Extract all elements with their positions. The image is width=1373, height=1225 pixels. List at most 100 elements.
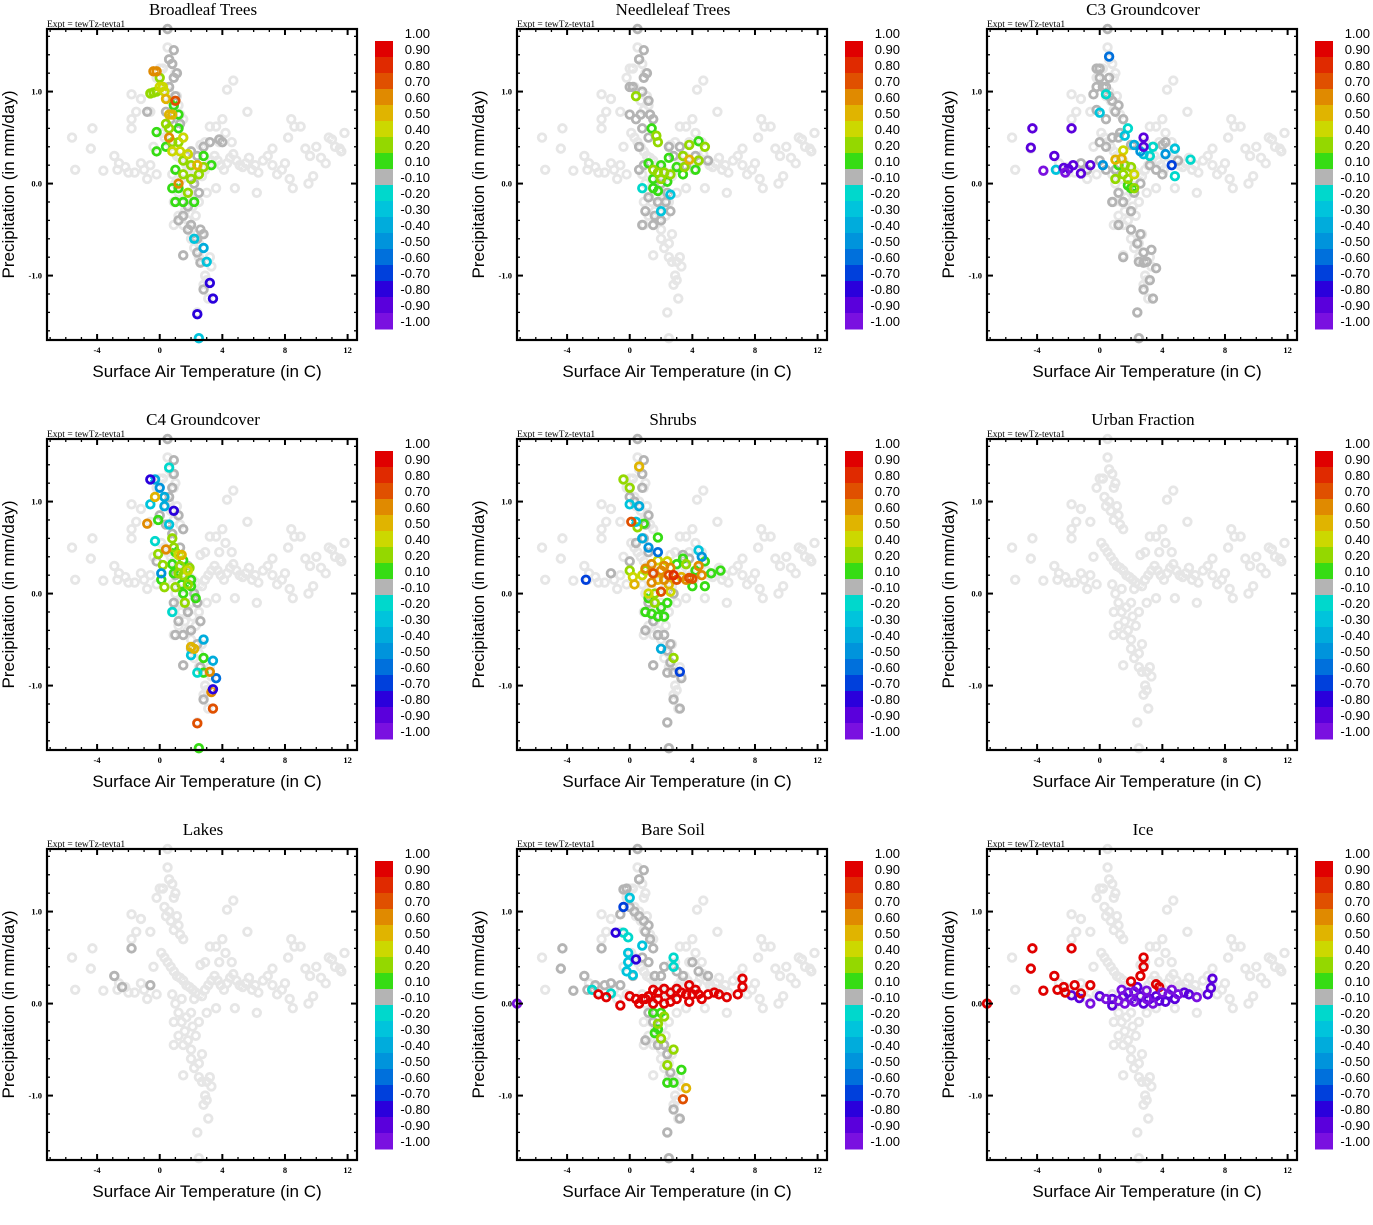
point-center — [233, 900, 235, 902]
point-center — [1104, 86, 1106, 88]
point-center — [638, 505, 640, 507]
point-center — [146, 998, 148, 1000]
point-center — [641, 574, 643, 576]
point-center — [258, 992, 260, 994]
point-center — [668, 337, 670, 339]
colorbar-label: 0.10 — [405, 154, 430, 169]
point-center — [1111, 473, 1113, 475]
point-center — [1216, 994, 1218, 996]
colorbar-bin — [1315, 861, 1333, 878]
point-center — [206, 1099, 208, 1101]
point-center — [1130, 166, 1132, 168]
panel-title: Needleleaf Trees — [616, 0, 731, 19]
point-center — [74, 989, 76, 991]
point-center — [1140, 975, 1142, 977]
point-center — [173, 49, 175, 51]
point-center — [1113, 929, 1115, 931]
point-center — [679, 256, 681, 258]
point-center — [718, 157, 720, 159]
colorbar-bin — [1315, 1037, 1333, 1054]
point-center — [245, 163, 247, 165]
point-center — [673, 1049, 675, 1051]
point-center — [775, 968, 777, 970]
colorbar-bin — [375, 1053, 393, 1070]
point-center — [344, 542, 346, 544]
point-center — [1146, 1099, 1148, 1101]
point-center — [247, 521, 249, 523]
point-center — [726, 996, 728, 998]
colorbar-bin — [845, 675, 863, 692]
point-center — [254, 984, 256, 986]
colorbar-bin — [1315, 185, 1333, 202]
point-center — [146, 588, 148, 590]
colorbar-bin — [375, 957, 393, 974]
point-center — [660, 238, 662, 240]
point-center — [203, 233, 205, 235]
point-center — [1118, 164, 1120, 166]
point-center — [1090, 111, 1092, 113]
point-center — [1111, 100, 1113, 102]
x-axis-label: Surface Air Temperature (in C) — [92, 362, 321, 381]
x-tick-label: 12 — [813, 1165, 822, 1175]
point-center — [1096, 897, 1098, 899]
point-center — [601, 538, 603, 540]
point-center — [682, 1098, 684, 1100]
colorbar-label: 0.40 — [875, 122, 900, 137]
point-center — [1124, 135, 1126, 137]
point-center — [717, 521, 719, 523]
point-center — [1122, 118, 1124, 120]
point-center — [632, 68, 634, 70]
point-center — [233, 563, 235, 565]
point-center — [1248, 593, 1250, 595]
colorbar-bin — [845, 861, 863, 878]
colorbar-label: 0.90 — [875, 862, 900, 877]
point-center — [272, 574, 274, 576]
point-center — [657, 1044, 659, 1046]
point-center — [173, 77, 175, 79]
colorbar-label: 0.10 — [1345, 154, 1370, 169]
point-center — [663, 616, 665, 618]
point-center — [1249, 565, 1251, 567]
point-center — [641, 91, 643, 93]
colorbar-label: 0.10 — [875, 564, 900, 579]
point-center — [1107, 47, 1109, 49]
point-center — [770, 536, 772, 538]
point-center — [201, 995, 203, 997]
point-center — [173, 1021, 175, 1023]
x-axis-label: Surface Air Temperature (in C) — [92, 1182, 321, 1201]
x-axis-label: Surface Air Temperature (in C) — [1032, 1182, 1261, 1201]
point-center — [231, 141, 233, 143]
point-center — [601, 94, 603, 96]
x-tick-label: 12 — [343, 755, 352, 765]
point-center — [182, 201, 184, 203]
points-layer — [538, 435, 818, 752]
point-center — [171, 994, 173, 996]
point-center — [90, 968, 92, 970]
point-center — [663, 1016, 665, 1018]
colorbar-bin — [1315, 941, 1333, 958]
point-center — [726, 192, 728, 194]
point-center — [1146, 998, 1148, 1000]
point-center — [670, 174, 672, 176]
point-center — [1104, 906, 1106, 908]
y-tick-label: 1.0 — [31, 497, 42, 507]
point-center — [1127, 128, 1129, 130]
point-center — [195, 597, 197, 599]
colorbar-label: 0.20 — [875, 138, 900, 153]
colorbar-bin — [375, 233, 393, 250]
point-center — [1118, 515, 1120, 517]
point-center — [620, 914, 622, 916]
point-center — [233, 153, 235, 155]
point-center — [1083, 579, 1085, 581]
point-center — [190, 1058, 192, 1060]
point-center — [182, 137, 184, 139]
colorbar-bin — [1315, 1021, 1333, 1038]
point-center — [1118, 224, 1120, 226]
point-center — [1071, 994, 1073, 996]
point-center — [541, 547, 543, 549]
point-center — [247, 111, 249, 113]
colorbar-bin — [845, 989, 863, 1006]
point-center — [685, 536, 687, 538]
